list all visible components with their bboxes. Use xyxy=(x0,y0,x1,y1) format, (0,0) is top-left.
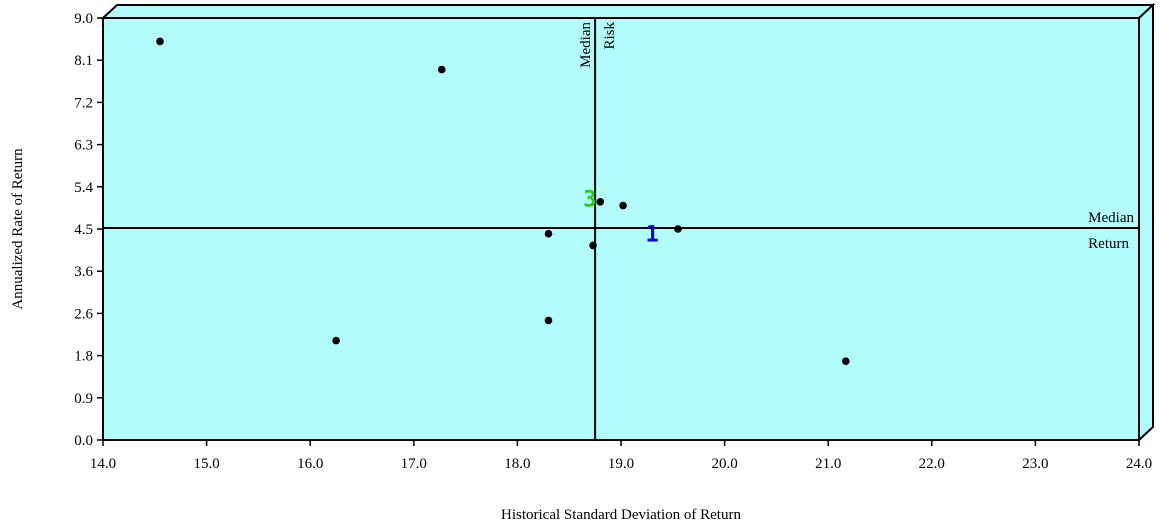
data-point xyxy=(842,357,850,366)
plot-top-face xyxy=(100,4,1156,19)
y-tick-label: 2.6 xyxy=(74,306,93,322)
x-axis-ticks: 14.0 15.0 16.0 17.0 18.0 19.0 20.0 21.0 22.0 23.0… xyxy=(90,440,1152,472)
y-tick-label: 8.1 xyxy=(74,53,93,69)
data-point xyxy=(544,316,553,325)
x-tick-label: 15.0 xyxy=(193,456,219,472)
data-point xyxy=(156,37,164,46)
x-tick-label: 20.0 xyxy=(711,456,737,472)
median-return-label-line2: Return xyxy=(1088,236,1129,252)
data-point xyxy=(589,241,597,250)
median-risk-label-line1: Median xyxy=(578,22,594,68)
data-point xyxy=(332,336,340,345)
y-tick-label: 0.0 xyxy=(74,433,93,449)
data-point xyxy=(674,225,682,233)
y-tick-label: 6.3 xyxy=(74,138,93,154)
data-point xyxy=(596,198,605,206)
x-tick-label: 22.0 xyxy=(919,456,945,472)
plot-right-face xyxy=(1138,2,1154,443)
x-tick-label: 23.0 xyxy=(1022,456,1048,472)
median-risk-label-line2: Risk xyxy=(602,22,618,50)
y-tick-label: 4.5 xyxy=(74,222,93,238)
marker-label-3: 3 xyxy=(583,188,596,213)
x-tick-label: 14.0 xyxy=(90,456,116,472)
x-tick-label: 24.0 xyxy=(1126,456,1152,472)
x-tick-label: 21.0 xyxy=(815,456,841,472)
x-tick-label: 17.0 xyxy=(401,456,427,472)
x-tick-label: 16.0 xyxy=(297,456,323,472)
marker-label-1: 1 xyxy=(645,223,658,248)
median-return-label-line1: Median xyxy=(1088,210,1134,226)
y-tick-label: 1.8 xyxy=(74,349,93,365)
scatter-points xyxy=(156,37,850,366)
x-tick-label: 19.0 xyxy=(608,456,634,472)
x-axis-title: Historical Standard Deviation of Return xyxy=(501,507,741,523)
x-tick-label: 18.0 xyxy=(504,456,530,472)
highlight-markers: 13 xyxy=(583,188,658,248)
y-axis-ticks: 0.0 0.9 1.8 2.6 3.6 4.5 5.4 6.3 7.2 8.1 9.0 xyxy=(74,11,103,449)
data-point xyxy=(544,229,553,238)
y-tick-label: 0.9 xyxy=(74,391,93,407)
data-point xyxy=(437,65,446,74)
y-tick-label: 9.0 xyxy=(74,11,93,27)
y-tick-label: 3.6 xyxy=(74,264,93,280)
y-tick-label: 7.2 xyxy=(74,95,93,111)
y-axis-title: Annualized Rate of Return xyxy=(10,148,26,310)
y-tick-label: 5.4 xyxy=(74,180,93,196)
data-point xyxy=(619,201,627,210)
